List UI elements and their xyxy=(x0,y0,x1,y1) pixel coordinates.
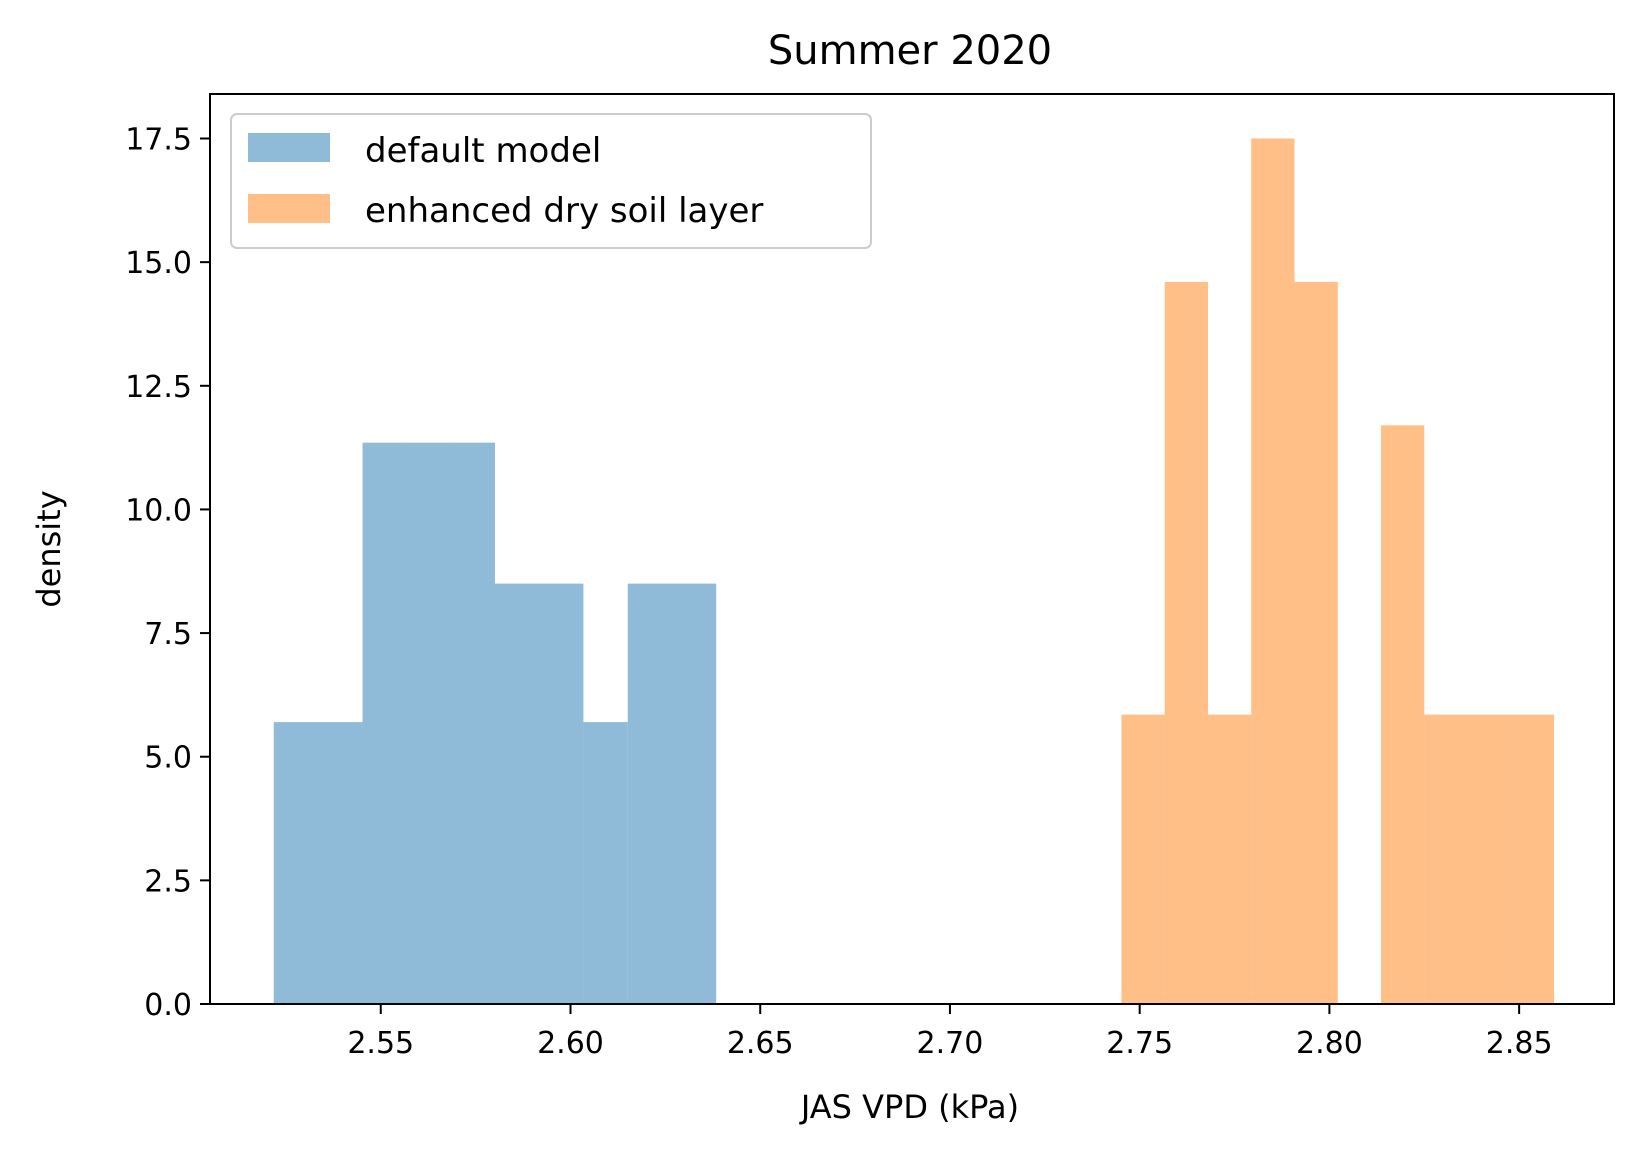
chart-title: Summer 2020 xyxy=(768,28,1052,74)
histogram-bars xyxy=(273,138,1555,1005)
bar-enhanced-dry-soil-layer-0 xyxy=(1121,714,1165,1004)
bar-enhanced-dry-soil-layer-6 xyxy=(1381,425,1425,1004)
x-tick-label: 2.70 xyxy=(917,1026,984,1061)
y-tick-label: 0.0 xyxy=(144,988,192,1023)
legend: default model enhanced dry soil layer xyxy=(230,113,872,249)
plot-area-frame xyxy=(209,93,1615,1005)
x-tick-label: 2.65 xyxy=(727,1026,794,1061)
bar-default-model-3 xyxy=(450,442,495,1005)
y-tick-label: 15.0 xyxy=(125,246,192,281)
bar-enhanced-dry-soil-layer-1 xyxy=(1164,281,1208,1004)
y-tick-label: 10.0 xyxy=(125,493,192,528)
legend-box xyxy=(230,113,872,249)
legend-label-default-model: default model xyxy=(365,131,601,171)
y-axis-label: density xyxy=(30,490,68,607)
bar-default-model-4 xyxy=(494,583,584,1004)
bar-default-model-1 xyxy=(362,442,407,1005)
x-axis-ticks: 2.55 2.60 2.65 2.70 2.75 2.80 2.85 xyxy=(347,1004,1553,1061)
bar-enhanced-dry-soil-layer-9 xyxy=(1510,714,1555,1004)
bar-enhanced-dry-soil-layer-7 xyxy=(1424,714,1468,1004)
x-tick-label: 2.60 xyxy=(537,1026,604,1061)
x-tick-label: 2.85 xyxy=(1486,1026,1553,1061)
bar-default-model-0 xyxy=(273,722,363,1004)
y-tick-label: 7.5 xyxy=(144,617,192,652)
bar-enhanced-dry-soil-layer-8 xyxy=(1467,714,1511,1004)
y-tick-label: 12.5 xyxy=(125,370,192,405)
y-axis-ticks: 0.0 2.5 5.0 7.5 10.0 12.5 15.0 17.5 xyxy=(125,123,210,1023)
y-tick-label: 5.0 xyxy=(144,741,192,776)
bar-default-model-6 xyxy=(627,583,717,1004)
bar-enhanced-dry-soil-layer-4 xyxy=(1294,281,1338,1004)
bar-enhanced-dry-soil-layer-2 xyxy=(1207,714,1252,1004)
y-tick-label: 17.5 xyxy=(125,123,192,158)
y-tick-label: 2.5 xyxy=(144,864,192,899)
bar-default-model-2 xyxy=(406,442,451,1005)
legend-swatch-enhanced-dry-soil-layer xyxy=(248,194,330,223)
x-tick-label: 2.80 xyxy=(1296,1026,1363,1061)
bar-default-model-5 xyxy=(583,722,628,1004)
x-tick-label: 2.75 xyxy=(1106,1026,1173,1061)
legend-swatch-default-model xyxy=(248,133,330,162)
x-axis-label: JAS VPD (kPa) xyxy=(799,1088,1019,1126)
legend-label-enhanced-dry-soil-layer: enhanced dry soil layer xyxy=(365,191,763,231)
x-tick-label: 2.55 xyxy=(347,1026,414,1061)
bar-enhanced-dry-soil-layer-3 xyxy=(1251,138,1295,1004)
